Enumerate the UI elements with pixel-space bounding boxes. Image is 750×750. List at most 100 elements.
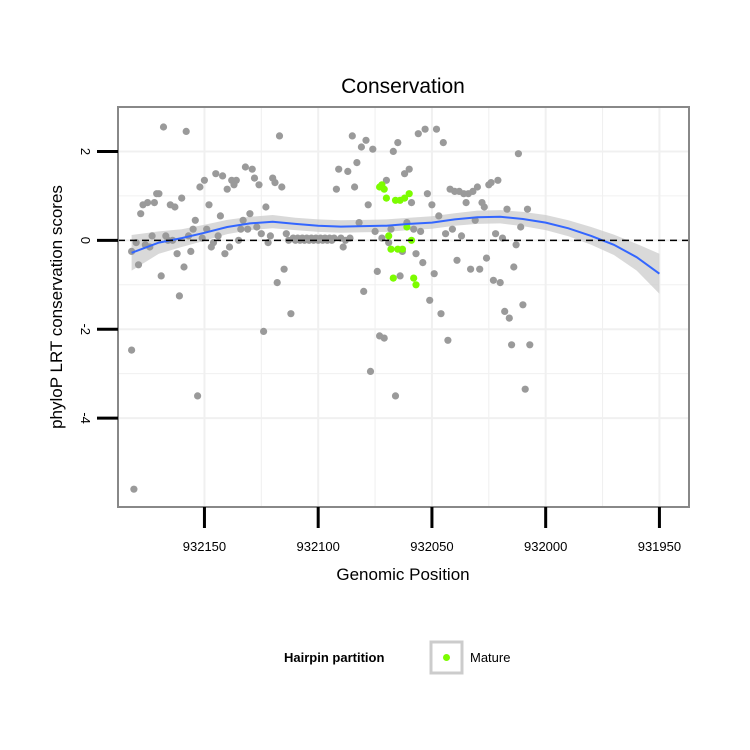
y-tick-label: 2 (78, 148, 93, 155)
points-layer (128, 123, 534, 493)
data-point-other (246, 210, 254, 218)
y-tick-label: 0 (78, 237, 93, 244)
data-point-other (396, 272, 404, 280)
data-point-other (241, 163, 249, 171)
x-tick-label: 932100 (296, 539, 339, 554)
data-point-other (196, 183, 204, 191)
data-point-other (496, 279, 504, 287)
data-point-other (244, 225, 252, 233)
smooth-line-layer (118, 215, 689, 275)
data-point-mature (387, 245, 395, 253)
data-point-other (239, 216, 247, 224)
data-point-other (435, 212, 443, 220)
data-point-other (221, 250, 229, 258)
data-point-other (394, 139, 402, 147)
x-tick-label: 931950 (638, 539, 681, 554)
data-point-other (510, 263, 518, 271)
data-point-other (171, 203, 179, 211)
data-point-other (487, 179, 495, 187)
data-point-other (332, 185, 340, 193)
legend-title: Hairpin partition (284, 650, 384, 665)
y-tick-label: -2 (78, 323, 93, 335)
legend: Hairpin partition Mature (284, 640, 510, 675)
data-point-mature (412, 281, 420, 289)
legend-key-mature-swatch (443, 654, 450, 661)
data-point-other (414, 130, 422, 138)
data-point-other (505, 314, 513, 322)
data-point-other (191, 216, 199, 224)
data-point-other (514, 150, 523, 158)
data-point-other (401, 170, 409, 178)
data-point-other (426, 296, 434, 304)
data-point-other (194, 392, 202, 400)
data-point-other (225, 243, 234, 251)
data-point-other (480, 203, 488, 211)
data-point-other (482, 254, 491, 262)
data-point-other (366, 367, 375, 375)
data-point-other (410, 225, 418, 233)
data-point-other (503, 205, 511, 213)
data-point-other (271, 179, 279, 187)
data-point-other (266, 232, 274, 240)
data-point-other (255, 181, 263, 189)
smooth-line (131, 215, 660, 275)
data-point-other (457, 232, 466, 240)
data-point-other (423, 190, 431, 198)
data-point-other (253, 223, 261, 231)
data-point-other (187, 247, 195, 255)
data-point-other (382, 176, 390, 184)
x-tick-label: 932050 (410, 539, 453, 554)
data-point-other (200, 176, 208, 184)
data-point-other (387, 225, 395, 233)
data-point-other (214, 232, 222, 240)
data-point-other (521, 385, 529, 393)
data-point-mature (401, 194, 409, 202)
data-point-other (523, 205, 532, 213)
y-axis-title: phyloP LRT conservation scores (47, 185, 66, 429)
data-point-other (351, 183, 359, 191)
x-axis-title: Genomic Position (336, 565, 469, 584)
data-point-other (353, 159, 361, 167)
data-point-other (360, 287, 368, 295)
data-point-other (278, 183, 286, 191)
data-point-other (442, 230, 450, 238)
data-point-other (216, 212, 224, 220)
data-point-other (257, 230, 265, 238)
data-point-other (180, 263, 188, 271)
x-tick-label: 932150 (183, 539, 226, 554)
data-point-other (134, 261, 143, 269)
data-point-other (339, 243, 347, 251)
data-point-other (178, 194, 186, 202)
data-point-other (159, 123, 168, 131)
data-point-other (287, 310, 295, 318)
data-point-other (380, 334, 388, 342)
data-point-other (432, 125, 441, 133)
data-point-other (355, 219, 363, 227)
data-point-other (248, 165, 256, 173)
chart-title: Conservation (341, 75, 465, 98)
data-point-other (260, 327, 268, 335)
data-point-other (150, 199, 158, 207)
panel-border (117, 106, 690, 508)
data-point-other (508, 341, 516, 349)
data-point-other (469, 187, 477, 195)
data-point-other (348, 132, 356, 140)
data-point-other (335, 165, 343, 173)
data-point-other (362, 136, 370, 144)
x-tick-label: 932000 (524, 539, 567, 554)
data-point-other (421, 125, 429, 133)
data-point-other (364, 201, 372, 209)
data-point-other (501, 307, 509, 315)
data-point-other (489, 276, 497, 284)
data-point-other (344, 167, 352, 175)
data-point-mature (380, 185, 388, 193)
smooth-ribbon-layer (131, 210, 660, 294)
data-point-other (273, 279, 281, 287)
data-point-other (219, 172, 227, 180)
data-point-other (205, 201, 213, 209)
data-point-other (412, 250, 420, 258)
y-tick-label: -4 (78, 412, 93, 424)
data-point-other (157, 272, 165, 280)
data-point-other (519, 301, 527, 309)
